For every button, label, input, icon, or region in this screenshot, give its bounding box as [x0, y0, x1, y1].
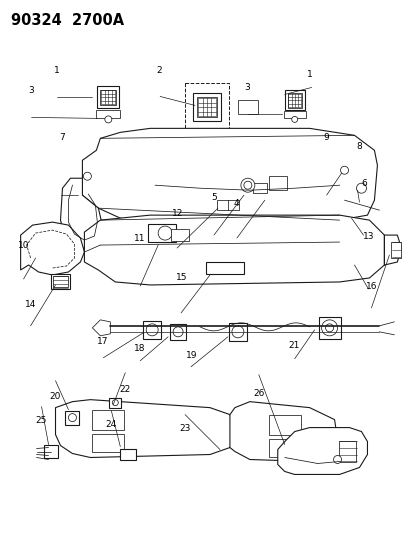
Bar — [43, 445, 57, 458]
Ellipse shape — [340, 166, 348, 174]
Bar — [120, 449, 136, 461]
Bar — [287, 93, 301, 108]
Text: 23: 23 — [179, 424, 191, 433]
Text: 25: 25 — [36, 416, 47, 425]
Polygon shape — [229, 402, 337, 462]
Text: 16: 16 — [365, 282, 376, 291]
Bar — [284, 91, 304, 110]
Text: 13: 13 — [362, 232, 374, 241]
Text: 17: 17 — [97, 337, 109, 346]
Text: 21: 21 — [288, 341, 299, 350]
Ellipse shape — [146, 324, 158, 336]
Bar — [65, 410, 79, 425]
Text: 7: 7 — [59, 133, 64, 142]
Text: 5: 5 — [211, 193, 217, 202]
Bar — [109, 398, 121, 408]
Bar — [171, 229, 189, 241]
Text: 1: 1 — [53, 67, 59, 75]
Bar — [252, 183, 266, 193]
Bar — [52, 277, 68, 287]
Bar — [92, 410, 124, 430]
Bar — [170, 324, 185, 340]
Text: 8: 8 — [356, 142, 362, 151]
Ellipse shape — [321, 320, 337, 336]
Text: 6: 6 — [360, 179, 366, 188]
Text: 19: 19 — [185, 351, 197, 360]
Ellipse shape — [158, 226, 172, 240]
Polygon shape — [84, 215, 384, 285]
Text: 1: 1 — [306, 70, 312, 78]
Ellipse shape — [173, 327, 183, 337]
Ellipse shape — [333, 456, 341, 464]
Text: 4: 4 — [233, 199, 239, 208]
Bar — [148, 224, 176, 242]
Bar — [92, 433, 124, 451]
Polygon shape — [60, 178, 102, 248]
Polygon shape — [55, 400, 234, 457]
Text: 14: 14 — [25, 300, 36, 309]
Bar — [143, 321, 161, 339]
Bar — [338, 441, 356, 463]
Bar — [192, 93, 221, 122]
Polygon shape — [21, 222, 84, 275]
Bar — [50, 274, 70, 289]
Text: 26: 26 — [252, 389, 263, 398]
Bar — [237, 100, 257, 115]
Bar — [283, 111, 305, 118]
Ellipse shape — [112, 400, 118, 406]
Polygon shape — [277, 427, 367, 474]
Bar — [318, 317, 340, 339]
Bar — [228, 323, 246, 341]
Text: 22: 22 — [119, 385, 131, 394]
Text: 9: 9 — [323, 133, 329, 142]
Bar — [216, 200, 238, 210]
Ellipse shape — [240, 178, 254, 192]
Bar — [268, 439, 300, 456]
Ellipse shape — [104, 116, 112, 123]
Polygon shape — [384, 235, 400, 265]
Bar — [206, 262, 243, 274]
Text: 18: 18 — [134, 344, 145, 353]
Bar — [197, 98, 216, 117]
Text: 12: 12 — [171, 209, 183, 218]
Ellipse shape — [68, 414, 76, 422]
Text: 20: 20 — [49, 392, 61, 401]
Text: 24: 24 — [105, 421, 116, 430]
Polygon shape — [82, 128, 377, 222]
Text: 3: 3 — [244, 83, 250, 92]
Ellipse shape — [291, 116, 297, 123]
Ellipse shape — [325, 324, 333, 332]
Text: 10: 10 — [18, 241, 29, 250]
Ellipse shape — [231, 326, 243, 338]
Bar — [96, 110, 120, 118]
Ellipse shape — [83, 172, 91, 180]
Text: 3: 3 — [28, 85, 34, 94]
Bar — [268, 415, 300, 434]
Text: 2: 2 — [157, 67, 162, 75]
Bar — [97, 86, 119, 108]
Text: 15: 15 — [175, 273, 187, 281]
Bar — [390, 242, 400, 258]
Text: 11: 11 — [134, 235, 145, 244]
Ellipse shape — [243, 181, 251, 189]
Polygon shape — [92, 320, 110, 336]
Bar — [100, 90, 116, 106]
Ellipse shape — [356, 183, 366, 193]
Bar — [268, 176, 286, 190]
Text: 90324  2700A: 90324 2700A — [11, 13, 123, 28]
